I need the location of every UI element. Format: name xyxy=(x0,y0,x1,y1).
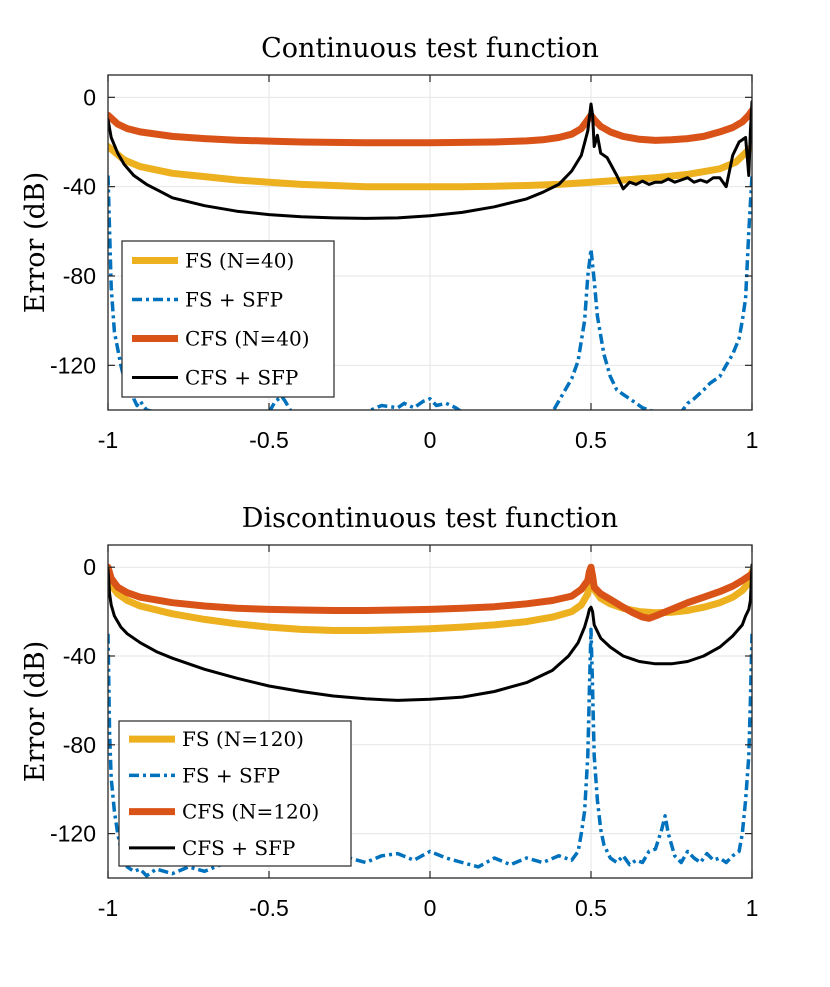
y-axis-label: Error (dB) xyxy=(20,641,51,782)
legend-label: CFS + SFP xyxy=(182,836,295,860)
x-tick-label: 0 xyxy=(424,895,437,921)
legend-label: FS (N=120) xyxy=(182,727,304,751)
x-tick-label: 0.5 xyxy=(575,427,607,453)
series-line-cfs-n-40- xyxy=(108,107,752,147)
legend-label: FS + SFP xyxy=(185,288,283,312)
series-line-cfs-sfp xyxy=(108,563,752,702)
x-tick-label: -0.5 xyxy=(249,895,289,921)
legend-label: CFS (N=120) xyxy=(182,800,319,824)
legend-box xyxy=(121,240,335,398)
y-tick-label: -80 xyxy=(63,732,96,758)
x-tick-label: -1 xyxy=(98,895,118,921)
chart-title: Discontinuous test function xyxy=(242,503,618,534)
series-line-fs-sfp xyxy=(108,175,752,410)
legend: FS (N=120) FS + SFP CFS (N=120) CFS + SFP xyxy=(118,720,352,867)
x-tick-label: -1 xyxy=(98,427,118,453)
legend-label: CFS + SFP xyxy=(185,366,298,390)
y-tick-label: 0 xyxy=(83,554,96,580)
legend-label: CFS (N=40) xyxy=(185,327,310,351)
series-line-fs-n-120- xyxy=(108,568,752,634)
chart-panel-1: -1 -0.5 0 0.5 1 0 -40 -80 -120 Continuous test fu… xyxy=(20,33,758,453)
x-tick-label: 1 xyxy=(746,427,759,453)
x-tick-label: 0 xyxy=(424,427,437,453)
y-tick-label: -120 xyxy=(50,352,96,378)
y-tick-label: -80 xyxy=(63,263,96,289)
chart-title: Continuous test function xyxy=(261,33,599,64)
legend: FS (N=40) FS + SFP CFS (N=40) CFS + SFP xyxy=(121,240,335,398)
legend-label: FS + SFP xyxy=(182,763,280,787)
y-tick-label: 0 xyxy=(83,84,96,110)
y-tick-label: -120 xyxy=(50,821,96,847)
series-line-cfs-n-120- xyxy=(108,563,752,622)
y-axis-label: Error (dB) xyxy=(20,172,51,313)
y-tick-label: -40 xyxy=(63,174,96,200)
series-line-fs-n-40- xyxy=(108,143,752,191)
series-line-cfs-sfp xyxy=(108,100,752,220)
legend-label: FS (N=40) xyxy=(185,249,294,273)
x-tick-label: 1 xyxy=(746,895,759,921)
series-line-fs-sfp xyxy=(108,627,752,878)
legend-box xyxy=(118,720,352,867)
x-tick-label: -0.5 xyxy=(249,427,289,453)
chart-panel-2: -1 -0.5 0 0.5 1 0 -40 -80 -120 Discontinuous test… xyxy=(20,503,758,921)
x-tick-label: 0.5 xyxy=(575,895,607,921)
y-tick-label: -40 xyxy=(63,643,96,669)
